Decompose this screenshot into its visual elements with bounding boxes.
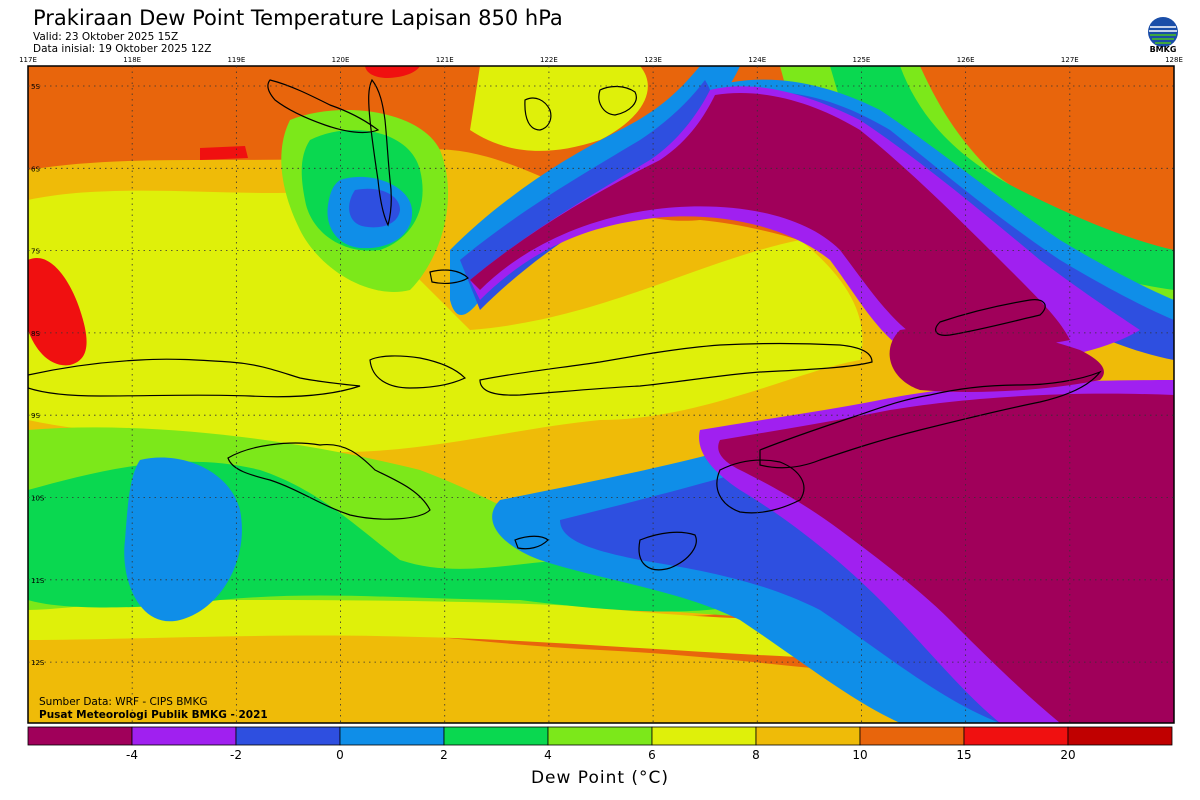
valid-time: Valid: 23 Oktober 2025 15Z [33,31,179,43]
colorbar-tick-label: 2 [440,748,448,762]
longitude-label: 126E [957,56,975,64]
latitude-label: 12S [31,659,45,667]
longitude-label: 117E [19,56,37,64]
graticule [28,66,1174,723]
longitude-label: 118E [123,56,141,64]
colorbar-tick-label: 6 [648,748,656,762]
colorbar-tick-label: 0 [336,748,344,762]
longitude-label: 127E [1061,56,1079,64]
data-source-credit: Sumber Data: WRF - CIPS BMKG [39,696,208,708]
longitude-label: 124E [748,56,766,64]
colorbar [27,726,1173,746]
colorbar-tick-label: 8 [752,748,760,762]
latitude-label: 11S [31,577,45,585]
longitude-label: 120E [332,56,350,64]
colorbar-tick-label: 15 [956,748,972,762]
coastlines [28,78,1102,571]
colorbar-swatch [755,726,861,746]
latitude-label: 10S [31,495,45,503]
colorbar-swatch [651,726,757,746]
colorbar-title: Dew Point (°C) [530,768,670,788]
organization-credit: Pusat Meteorologi Publik BMKG - 2021 [39,709,268,721]
longitude-label: 121E [436,56,454,64]
longitude-label: 119E [227,56,245,64]
colorbar-swatch [235,726,341,746]
colorbar-swatch [859,726,965,746]
longitude-labels: 117E 118E 119E 120E 121E 122E 123E 124E 125E 126E… [19,56,1183,64]
latitude-label: 5S [31,83,40,91]
latitude-label: 8S [31,330,40,338]
colorbar-swatch [1067,726,1173,746]
colorbar-tick-label: -2 [230,748,242,762]
latitude-label: 9S [31,412,40,420]
logo-label: BMKG [1149,45,1177,54]
colorbar-swatch [27,726,133,746]
colorbar-swatch [131,726,237,746]
colorbar-tick-label: 10 [852,748,868,762]
longitude-label: 122E [540,56,558,64]
bmkg-logo-icon [1148,17,1178,47]
longitude-label: 128E [1165,56,1183,64]
latitude-labels: 5S 6S 7S 8S 9S 10S 11S 12S [31,83,45,667]
colorbar-tick-label: 20 [1060,748,1076,762]
colorbar-tick-label: -4 [126,748,138,762]
latitude-label: 6S [31,165,40,173]
colorbar-swatch [963,726,1069,746]
colorbar-swatch [339,726,445,746]
dew-point-field [28,66,1174,723]
map-frame [27,65,1175,724]
longitude-label: 123E [644,56,662,64]
map-title: Prakiraan Dew Point Temperature Lapisan … [33,6,563,30]
colorbar-swatch [547,726,653,746]
init-time: Data inisial: 19 Oktober 2025 12Z [33,43,212,55]
colorbar-tick-label: 4 [544,748,552,762]
longitude-label: 125E [853,56,871,64]
colorbar-swatch [443,726,549,746]
latitude-label: 7S [31,248,40,256]
